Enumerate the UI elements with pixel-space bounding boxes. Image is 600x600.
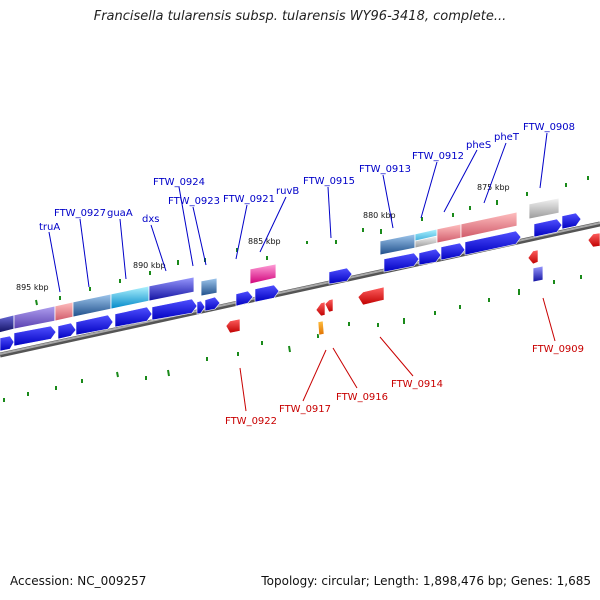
- cds-arrow-reverse[interactable]: [357, 286, 385, 306]
- gene-block-steel-small[interactable]: [200, 277, 218, 297]
- cog-track: [0, 197, 560, 333]
- gene-block-grey[interactable]: [528, 197, 560, 220]
- gene-label-top[interactable]: dxs: [142, 214, 159, 225]
- gene-label-bottom[interactable]: FTW_0916: [336, 392, 388, 403]
- gene-label-top[interactable]: truA: [39, 222, 60, 233]
- bottom-gene-labels: FTW_0922 FTW_0917 FTW_0916 FTW_0914 FTW_…: [225, 297, 584, 427]
- cds-arrow-forward[interactable]: [0, 335, 15, 352]
- gene-label-top[interactable]: FTW_0927: [54, 208, 106, 219]
- cds-arrow-forward[interactable]: [383, 252, 420, 273]
- cds-arrow-forward[interactable]: [57, 322, 77, 340]
- top-gene-labels: truA FTW_0927 guaA dxs FTW_0924 FTW_0923…: [39, 122, 575, 293]
- cds-arrow-reverse[interactable]: [587, 232, 600, 248]
- gene-label-top[interactable]: FTW_0924: [153, 177, 205, 188]
- cds-arrow-forward[interactable]: [440, 242, 466, 261]
- cds-arrow-forward[interactable]: [13, 325, 57, 347]
- gene-label-top[interactable]: pheS: [466, 140, 491, 151]
- cds-arrow-forward[interactable]: [196, 300, 206, 315]
- cds-arrow-forward[interactable]: [204, 296, 221, 312]
- genome-stats-label: Topology: circular; Length: 1,898,476 bp…: [261, 574, 591, 588]
- gene-block-navy[interactable]: [0, 314, 15, 333]
- gene-block-salmon-right[interactable]: [436, 223, 462, 244]
- gene-block-navy-right[interactable]: [532, 265, 544, 283]
- gene-block-salmon[interactable]: [54, 301, 74, 322]
- scale-label: 895 kbp: [16, 283, 49, 292]
- gene-block-pink[interactable]: [249, 263, 277, 285]
- cds-arrow-forward[interactable]: [464, 230, 522, 256]
- gene-label-bottom[interactable]: FTW_0914: [391, 379, 443, 390]
- cds-arrow-forward[interactable]: [75, 314, 114, 336]
- gene-block-blue[interactable]: [148, 276, 195, 302]
- gene-label-top[interactable]: FTW_0912: [412, 151, 464, 162]
- tick-row-lower: [3, 275, 582, 402]
- gene-label-top[interactable]: FTW_0913: [359, 164, 411, 175]
- cds-arrow-forward[interactable]: [561, 212, 582, 230]
- scale-label: 885 kbp: [248, 237, 281, 246]
- gene-label-top[interactable]: ruvB: [276, 186, 299, 197]
- cds-block-orange[interactable]: [317, 320, 325, 336]
- gene-label-top[interactable]: pheT: [494, 132, 520, 143]
- cds-arrow-forward[interactable]: [114, 306, 153, 328]
- gene-block-purple[interactable]: [13, 305, 56, 330]
- gene-block-cyan[interactable]: [110, 285, 150, 310]
- scale-label: 875 kbp: [477, 183, 510, 192]
- cds-arrow-forward[interactable]: [418, 248, 442, 266]
- gene-label-bottom[interactable]: FTW_0909: [532, 344, 584, 355]
- cds-arrow-reverse[interactable]: [324, 298, 334, 313]
- scale-label: 880 kbp: [363, 211, 396, 220]
- gene-label-top[interactable]: FTW_0908: [523, 122, 575, 133]
- cds-arrow-forward[interactable]: [328, 267, 353, 285]
- gene-block-salmon-long[interactable]: [460, 211, 518, 239]
- cds-arrow-forward[interactable]: [533, 218, 563, 238]
- forward-cds-track: [0, 212, 582, 352]
- cds-arrow-reverse[interactable]: [315, 301, 326, 317]
- scale-labels: 895 kbp 890 kbp 885 kbp 880 kbp 875 kbp: [16, 183, 510, 292]
- cds-arrow-forward[interactable]: [254, 284, 280, 303]
- tick-row-upper: [35, 176, 589, 306]
- gene-label-top[interactable]: FTW_0923: [168, 196, 220, 207]
- gene-label-top[interactable]: guaA: [107, 208, 133, 219]
- gene-block-steel-right[interactable]: [379, 233, 416, 256]
- cds-arrow-reverse[interactable]: [527, 249, 539, 265]
- gene-label-top[interactable]: FTW_0915: [303, 176, 355, 187]
- gene-block-steel[interactable]: [72, 293, 112, 318]
- gene-label-top[interactable]: FTW_0921: [223, 194, 275, 205]
- cds-arrow-forward[interactable]: [235, 290, 254, 307]
- scale-label: 890 kbp: [133, 261, 166, 270]
- cds-arrow-forward[interactable]: [151, 298, 198, 321]
- accession-label: Accession: NC_009257: [10, 574, 147, 588]
- reverse-cds-track: [225, 232, 600, 334]
- map-title: Francisella tularensis subsp. tularensis…: [93, 9, 507, 24]
- gene-label-bottom[interactable]: FTW_0917: [279, 404, 331, 415]
- cds-arrow-reverse[interactable]: [225, 318, 241, 334]
- gene-label-bottom[interactable]: FTW_0922: [225, 416, 277, 427]
